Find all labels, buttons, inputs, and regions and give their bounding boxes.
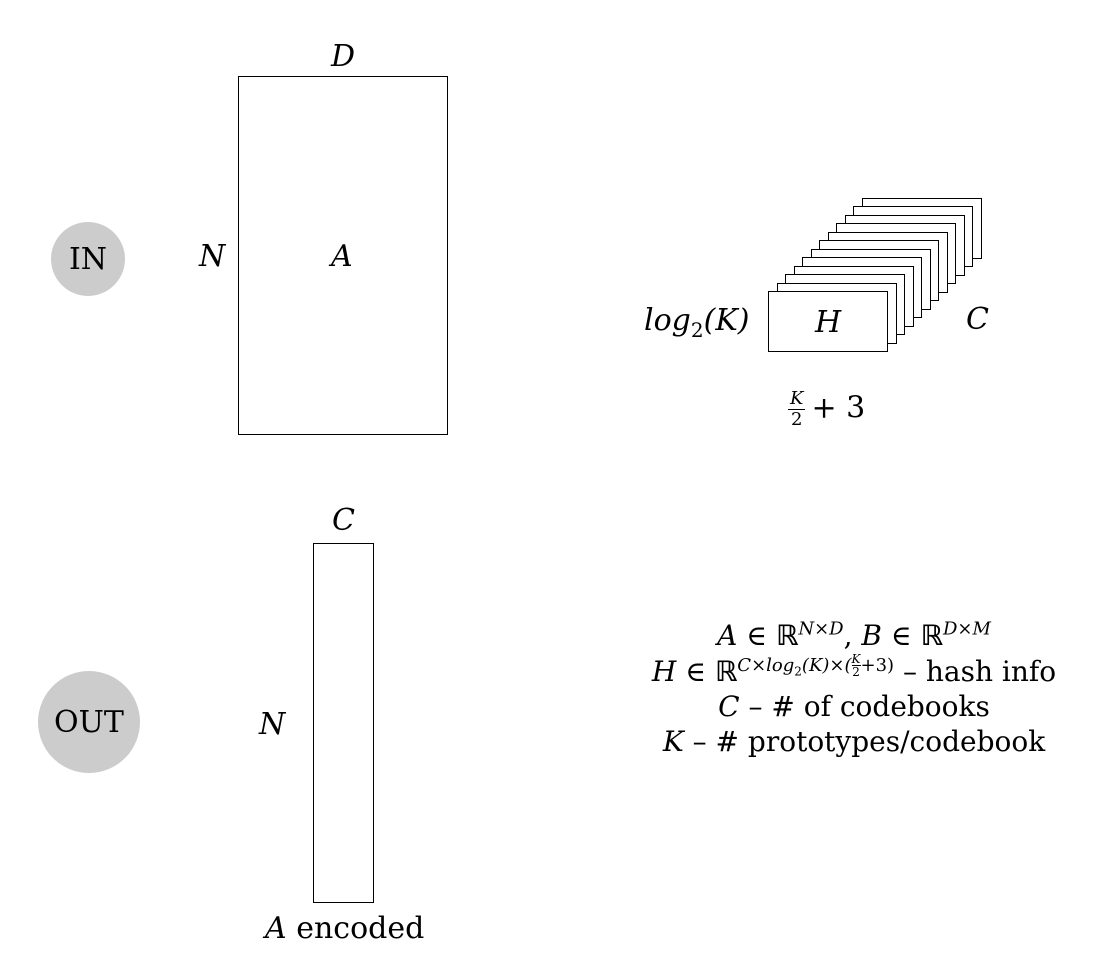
legend-sup3: C×log2(K)×(K 2 +3) xyxy=(737,652,895,679)
legend-k: K xyxy=(662,724,684,758)
out-badge-label: OUT xyxy=(54,704,124,740)
hash-layer xyxy=(836,223,956,284)
legend-sup3-sub: 2 xyxy=(794,664,802,679)
legend-line-3: C – # of codebooks xyxy=(610,689,1098,724)
hash-rows-label: log2(K) xyxy=(644,303,750,342)
hash-width-frac-num: K xyxy=(788,388,806,410)
output-caption: A encoded xyxy=(265,914,424,944)
hash-layer xyxy=(827,231,948,293)
hash-rows-arg: (K) xyxy=(703,303,750,338)
hash-layer xyxy=(819,240,939,301)
legend-line2-text: – hash info xyxy=(902,654,1057,688)
hash-width-suffix: + 3 xyxy=(811,390,866,426)
hash-depth-label: C xyxy=(966,302,989,337)
in-badge-label: IN xyxy=(68,241,108,277)
hash-width-frac: K 2 xyxy=(788,388,806,430)
legend: A ∈ ℝN×D, B ∈ ℝD×M H ∈ ℝC×log2(K)×(K 2 +3)… xyxy=(610,618,1098,759)
legend-comma: , xyxy=(843,619,853,652)
legend-r3: ℝ xyxy=(714,654,738,688)
out-badge: OUT xyxy=(38,671,140,773)
legend-r1: ℝ xyxy=(775,619,799,652)
output-caption-var: A xyxy=(265,911,287,946)
hash-tensor-name: H xyxy=(815,305,842,340)
legend-in1: ∈ xyxy=(746,619,767,652)
legend-in2: ∈ xyxy=(890,619,912,652)
output-cols-label: C xyxy=(332,503,355,538)
input-rows-label: N xyxy=(199,239,226,274)
legend-line3-text: – # of codebooks xyxy=(748,689,990,723)
input-matrix xyxy=(238,76,448,435)
in-badge: IN xyxy=(51,222,125,296)
legend-in3: ∈ xyxy=(685,654,706,688)
legend-h: H xyxy=(651,654,677,688)
hash-rows-fn: log xyxy=(644,303,691,338)
output-matrix xyxy=(313,543,374,903)
hash-layer xyxy=(785,274,905,335)
legend-b: B xyxy=(861,619,882,652)
output-rows-label: N xyxy=(259,707,286,742)
legend-c: C xyxy=(718,689,740,723)
hash-layer xyxy=(810,248,931,310)
legend-a: A xyxy=(717,619,738,652)
legend-sup3-frac-num: K xyxy=(851,652,861,666)
legend-sup2: D×M xyxy=(942,618,991,640)
input-matrix-name: A xyxy=(331,239,353,274)
legend-sup3-frac-den: 2 xyxy=(852,665,860,679)
legend-line4-text: – # prototypes/codebook xyxy=(692,724,1046,758)
hash-layer xyxy=(853,206,973,267)
legend-sup1: N×D xyxy=(798,618,844,640)
hash-layer xyxy=(844,214,965,276)
legend-sup3-mid: (K)×( xyxy=(801,654,852,676)
legend-r2: ℝ xyxy=(920,619,943,652)
hash-width-label: K 2 + 3 xyxy=(788,390,865,429)
legend-line-1: A ∈ ℝN×D, B ∈ ℝD×M xyxy=(610,618,1098,653)
output-caption-text: encoded xyxy=(296,911,425,946)
hash-rows-sub: 2 xyxy=(690,318,704,342)
hash-layer xyxy=(861,197,982,259)
input-cols-label: D xyxy=(331,39,356,74)
legend-line-4: K – # prototypes/codebook xyxy=(610,724,1098,759)
legend-sup3-pre: C×log xyxy=(737,654,795,676)
hash-width-frac-den: 2 xyxy=(791,409,803,430)
legend-sup3-post: +3) xyxy=(860,654,895,676)
legend-line-2: H ∈ ℝC×log2(K)×(K 2 +3) – hash info xyxy=(610,653,1098,689)
hash-layer xyxy=(793,265,914,327)
